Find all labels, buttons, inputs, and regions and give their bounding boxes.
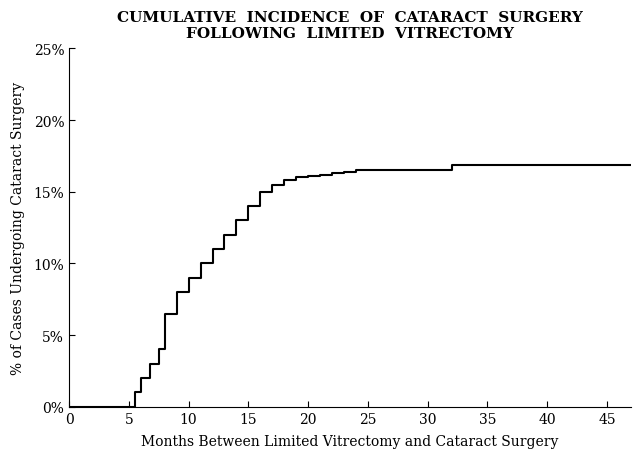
Y-axis label: % of Cases Undergoing Cataract Surgery: % of Cases Undergoing Cataract Surgery [11,82,25,374]
X-axis label: Months Between Limited Vitrectomy and Cataract Surgery: Months Between Limited Vitrectomy and Ca… [141,434,559,448]
Title: CUMULATIVE  INCIDENCE  OF  CATARACT  SURGERY
FOLLOWING  LIMITED  VITRECTOMY: CUMULATIVE INCIDENCE OF CATARACT SURGERY… [117,11,583,41]
